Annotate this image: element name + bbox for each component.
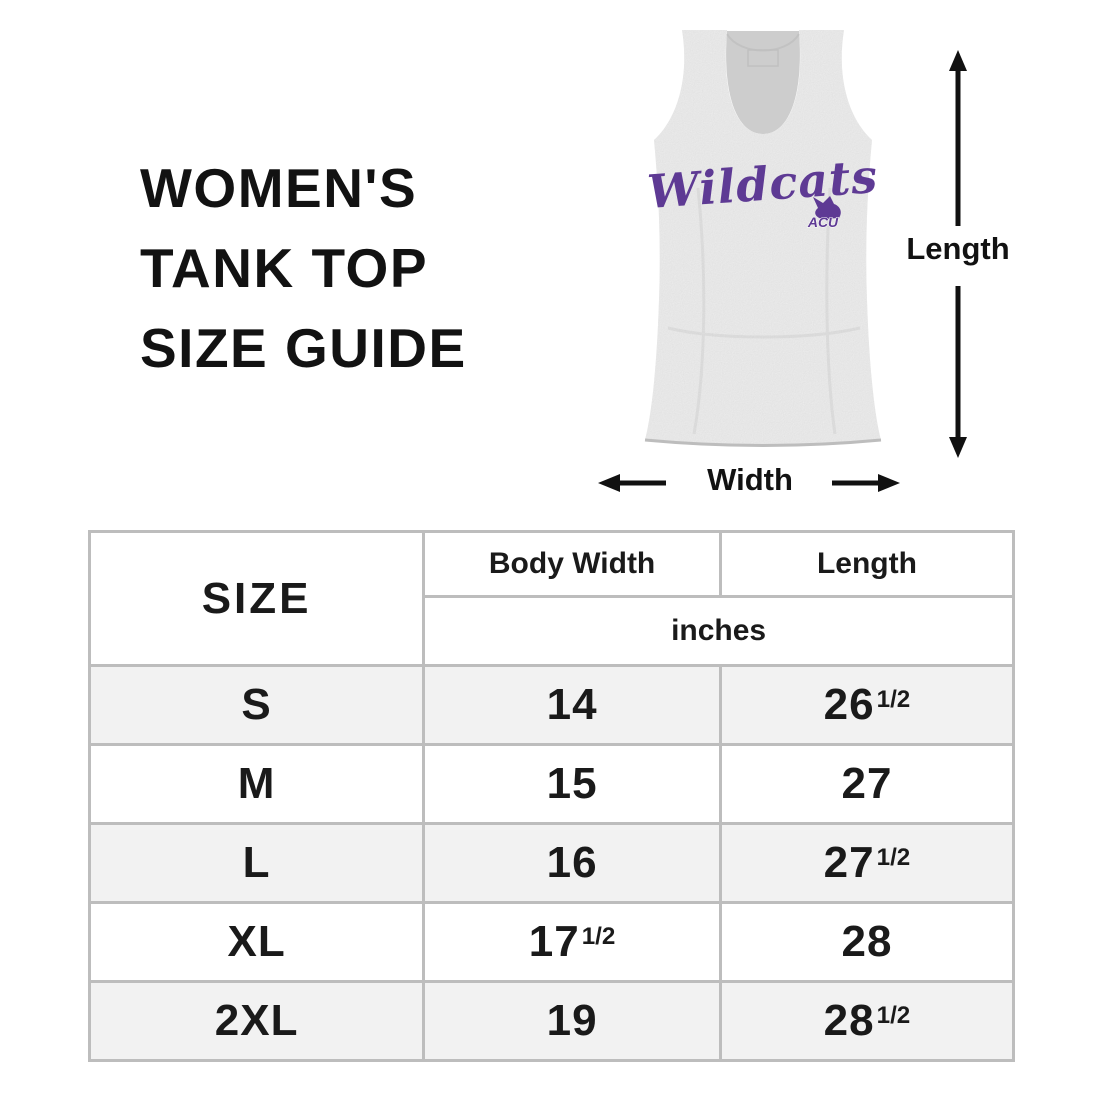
collar-tag xyxy=(747,49,779,67)
size-cell-s: S xyxy=(91,667,423,743)
size-cell-xl: XL xyxy=(91,904,423,980)
acu-wildcat-logo: ACU xyxy=(806,196,841,230)
tank-back-panel xyxy=(726,31,800,134)
tank-top-image: Wildcats ACU xyxy=(628,28,898,452)
width-arrow-right-icon xyxy=(832,474,900,492)
size-cell-2xl: 2XL xyxy=(91,983,423,1059)
length-cell-m: 27 xyxy=(721,746,1012,822)
body-width-cell-2xl: 19 xyxy=(425,983,719,1059)
size-cell-m: M xyxy=(91,746,423,822)
width-dimension-label: Width xyxy=(707,462,793,497)
tank-top-illustration-svg: Wildcats ACU xyxy=(644,30,882,447)
length-cell-xl: 28 xyxy=(721,904,1012,980)
body-width-column-header: Body Width xyxy=(425,533,719,595)
logo-text: ACU xyxy=(807,214,839,230)
units-header: inches xyxy=(425,598,1012,664)
length-cell-2xl: 281/2 xyxy=(721,983,1012,1059)
title-line-3: SIZE GUIDE xyxy=(140,317,467,379)
page-title: WOMEN'S TANK TOP SIZE GUIDE xyxy=(140,148,467,388)
fabric-folds xyxy=(667,187,861,435)
body-width-cell-s: 14 xyxy=(425,667,719,743)
title-line-2: TANK TOP xyxy=(140,237,429,299)
hem-seam xyxy=(644,438,882,447)
length-cell-l: 271/2 xyxy=(721,825,1012,901)
size-cell-l: L xyxy=(91,825,423,901)
size-column-header: SIZE xyxy=(91,533,423,664)
body-width-cell-xl: 171/2 xyxy=(425,904,719,980)
length-cell-s: 261/2 xyxy=(721,667,1012,743)
size-table: SIZE Body Width Length inches S 14 261/2 M 1… xyxy=(88,530,1015,1062)
length-arrow-icon xyxy=(949,50,967,458)
body-width-cell-m: 15 xyxy=(425,746,719,822)
title-line-1: WOMEN'S xyxy=(140,157,418,219)
wildcat-head-icon xyxy=(813,196,841,219)
body-width-cell-l: 16 xyxy=(425,825,719,901)
length-column-header: Length xyxy=(721,533,1012,595)
width-arrow-left-icon xyxy=(598,474,666,492)
length-dimension-label: Length xyxy=(906,231,1010,266)
